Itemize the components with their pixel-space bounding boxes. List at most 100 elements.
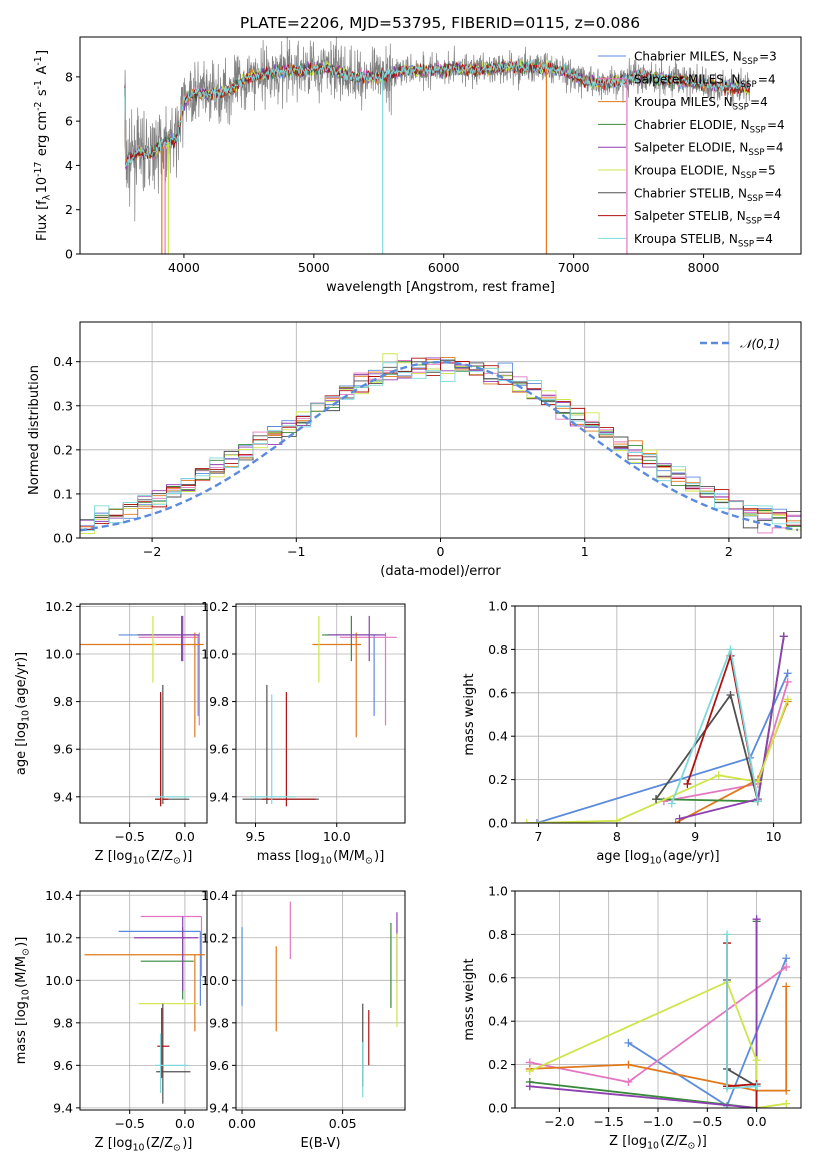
panels-layer: 4000 5000 6000 7000 8000 0 2 4 6 8 wavelength [Ang… bbox=[14, 36, 802, 1154]
mass_weight_vs_age-axes: 7 8 9 10 0.0 0.2 0.4 0.6 0.8 1.0 bbox=[488, 599, 801, 844]
y-tick-label: 0 bbox=[65, 247, 73, 262]
series-kroupa-elodie bbox=[526, 698, 789, 823]
y-tick-label: 0.4 bbox=[53, 354, 73, 369]
data-point-marker bbox=[779, 632, 788, 641]
x-tick-label: 0.0 bbox=[175, 1116, 195, 1131]
y-tick-label: 10.4 bbox=[201, 888, 229, 903]
plot-frame bbox=[514, 890, 802, 1109]
x-tick-label: −0.5 bbox=[115, 1116, 145, 1131]
histogram-salpeter-stelib bbox=[80, 357, 801, 531]
x-tick-label: 0.0 bbox=[175, 829, 195, 844]
legend-entry: 𝒩(0,1) bbox=[740, 337, 780, 351]
age_vs_Z-errorbars bbox=[80, 615, 204, 807]
legend-entry: Kroupa MILES, NSSP =4 bbox=[634, 95, 768, 113]
data-point-marker bbox=[525, 1082, 534, 1091]
x-tick-label: −1 bbox=[287, 544, 305, 559]
x-tick-label: 9.5 bbox=[246, 829, 266, 844]
age_vs_mass-axes: 9.5 10.0 9.4 9.6 9.8 10.0 10.2 bbox=[201, 599, 405, 844]
x-axis-label: mass [log10 (M/M⊙ )] bbox=[257, 849, 385, 867]
data-point-marker bbox=[652, 795, 661, 804]
data-point-marker bbox=[683, 779, 692, 788]
plot-frame bbox=[235, 890, 406, 1111]
data-point-marker bbox=[723, 1084, 732, 1093]
model-spectrum-kroupa-stelib bbox=[124, 59, 750, 166]
plot-frame bbox=[79, 890, 208, 1111]
y-tick-label: 4 bbox=[65, 158, 73, 173]
data-point-marker bbox=[612, 816, 621, 823]
data-point-marker bbox=[624, 1060, 633, 1069]
y-tick-label: 0.8 bbox=[488, 927, 508, 942]
y-tick-label: 10.0 bbox=[45, 646, 73, 661]
data-point-marker bbox=[782, 1099, 791, 1108]
y-tick-label: 0.4 bbox=[488, 1014, 508, 1029]
x-axis-label: age [log10 (age/yr)] bbox=[596, 849, 719, 867]
x-axis-label: Z [log10 (Z/Z⊙ )] bbox=[95, 1136, 193, 1154]
data-point-marker bbox=[624, 1038, 633, 1047]
x-tick-label: −2 bbox=[143, 544, 161, 559]
plot-frame bbox=[79, 321, 802, 539]
legend-entry: Kroupa ELODIE, NSSP =5 bbox=[634, 164, 776, 182]
data-point-marker bbox=[752, 1082, 761, 1091]
y-tick-label: 9.4 bbox=[53, 789, 73, 804]
data-point-marker bbox=[714, 771, 723, 780]
data-point-marker bbox=[782, 962, 791, 971]
x-tick-label: −2.0 bbox=[544, 1114, 574, 1129]
y-tick-label: 10.4 bbox=[45, 888, 73, 903]
normal-curve bbox=[80, 360, 799, 532]
x-tick-label: −1.5 bbox=[594, 1114, 624, 1129]
data-point-marker bbox=[667, 799, 676, 808]
y-tick-label: 0.8 bbox=[488, 642, 508, 657]
y-tick-label: 9.4 bbox=[209, 789, 229, 804]
series-salpeter-miles bbox=[663, 681, 789, 803]
series-kroupa-stelib bbox=[726, 934, 757, 1090]
y-tick-label: 9.6 bbox=[53, 742, 73, 757]
y-tick-label: 9.4 bbox=[209, 1100, 229, 1115]
y-tick-label: 2 bbox=[65, 202, 73, 217]
y-tick-label: 10.0 bbox=[201, 646, 229, 661]
data-point-marker bbox=[782, 982, 791, 991]
legend-entry: Kroupa STELIB, NSSP =4 bbox=[634, 232, 773, 250]
residual-histograms bbox=[80, 353, 801, 535]
x-tick-label: 0.00 bbox=[228, 1116, 256, 1131]
x-tick-label: 0.0 bbox=[747, 1114, 767, 1129]
y-tick-label: 0.0 bbox=[488, 816, 508, 831]
x-tick-label: 10.0 bbox=[323, 829, 351, 844]
data-point-marker bbox=[753, 797, 762, 806]
data-point-marker bbox=[525, 1067, 534, 1076]
legend-entry: Chabrier ELODIE, NSSP =4 bbox=[634, 118, 785, 136]
data-point-marker bbox=[782, 1086, 791, 1095]
y-tick-label: 8 bbox=[65, 69, 73, 84]
y-tick-label: 0.2 bbox=[53, 442, 73, 457]
data-point-marker bbox=[624, 1077, 633, 1086]
plot-frame bbox=[79, 36, 802, 255]
y-axis-label: mass [log10 (M/M⊙ )] bbox=[14, 937, 32, 1065]
mass_weight_vs_Z-lines bbox=[525, 915, 791, 1108]
y-tick-label: 1.0 bbox=[488, 884, 508, 899]
x-tick-label: −1.0 bbox=[643, 1114, 673, 1129]
y-axis-label: mass weight bbox=[462, 958, 477, 1040]
x-tick-label: 0 bbox=[437, 544, 445, 559]
x-axis-label: (data-model)/error bbox=[380, 564, 501, 579]
legend-entry: Chabrier STELIB, NSSP =4 bbox=[634, 186, 782, 204]
x-tick-label: 6000 bbox=[428, 260, 460, 275]
data-point-marker bbox=[783, 695, 792, 704]
y-tick-label: 9.8 bbox=[53, 694, 73, 709]
x-tick-label: 8000 bbox=[688, 260, 720, 275]
y-tick-label: 9.8 bbox=[209, 1015, 229, 1030]
y-tick-label: 10.2 bbox=[201, 930, 229, 945]
x-tick-label: 10 bbox=[766, 829, 782, 844]
data-point-marker bbox=[783, 669, 792, 678]
x-tick-label: 8 bbox=[613, 829, 621, 844]
y-tick-label: 9.6 bbox=[209, 1058, 229, 1073]
plot-frame bbox=[235, 603, 406, 824]
x-tick-label: 1 bbox=[581, 544, 589, 559]
y-tick-label: 9.8 bbox=[209, 694, 229, 709]
mass_weight_vs_age-lines bbox=[522, 632, 792, 823]
data-point-marker bbox=[783, 677, 792, 686]
x-tick-label: 4000 bbox=[168, 260, 200, 275]
histogram-kroupa-stelib bbox=[80, 362, 801, 531]
x-tick-label: 7 bbox=[535, 829, 543, 844]
data-point-marker bbox=[723, 930, 732, 939]
y-tick-label: 0.2 bbox=[488, 772, 508, 787]
